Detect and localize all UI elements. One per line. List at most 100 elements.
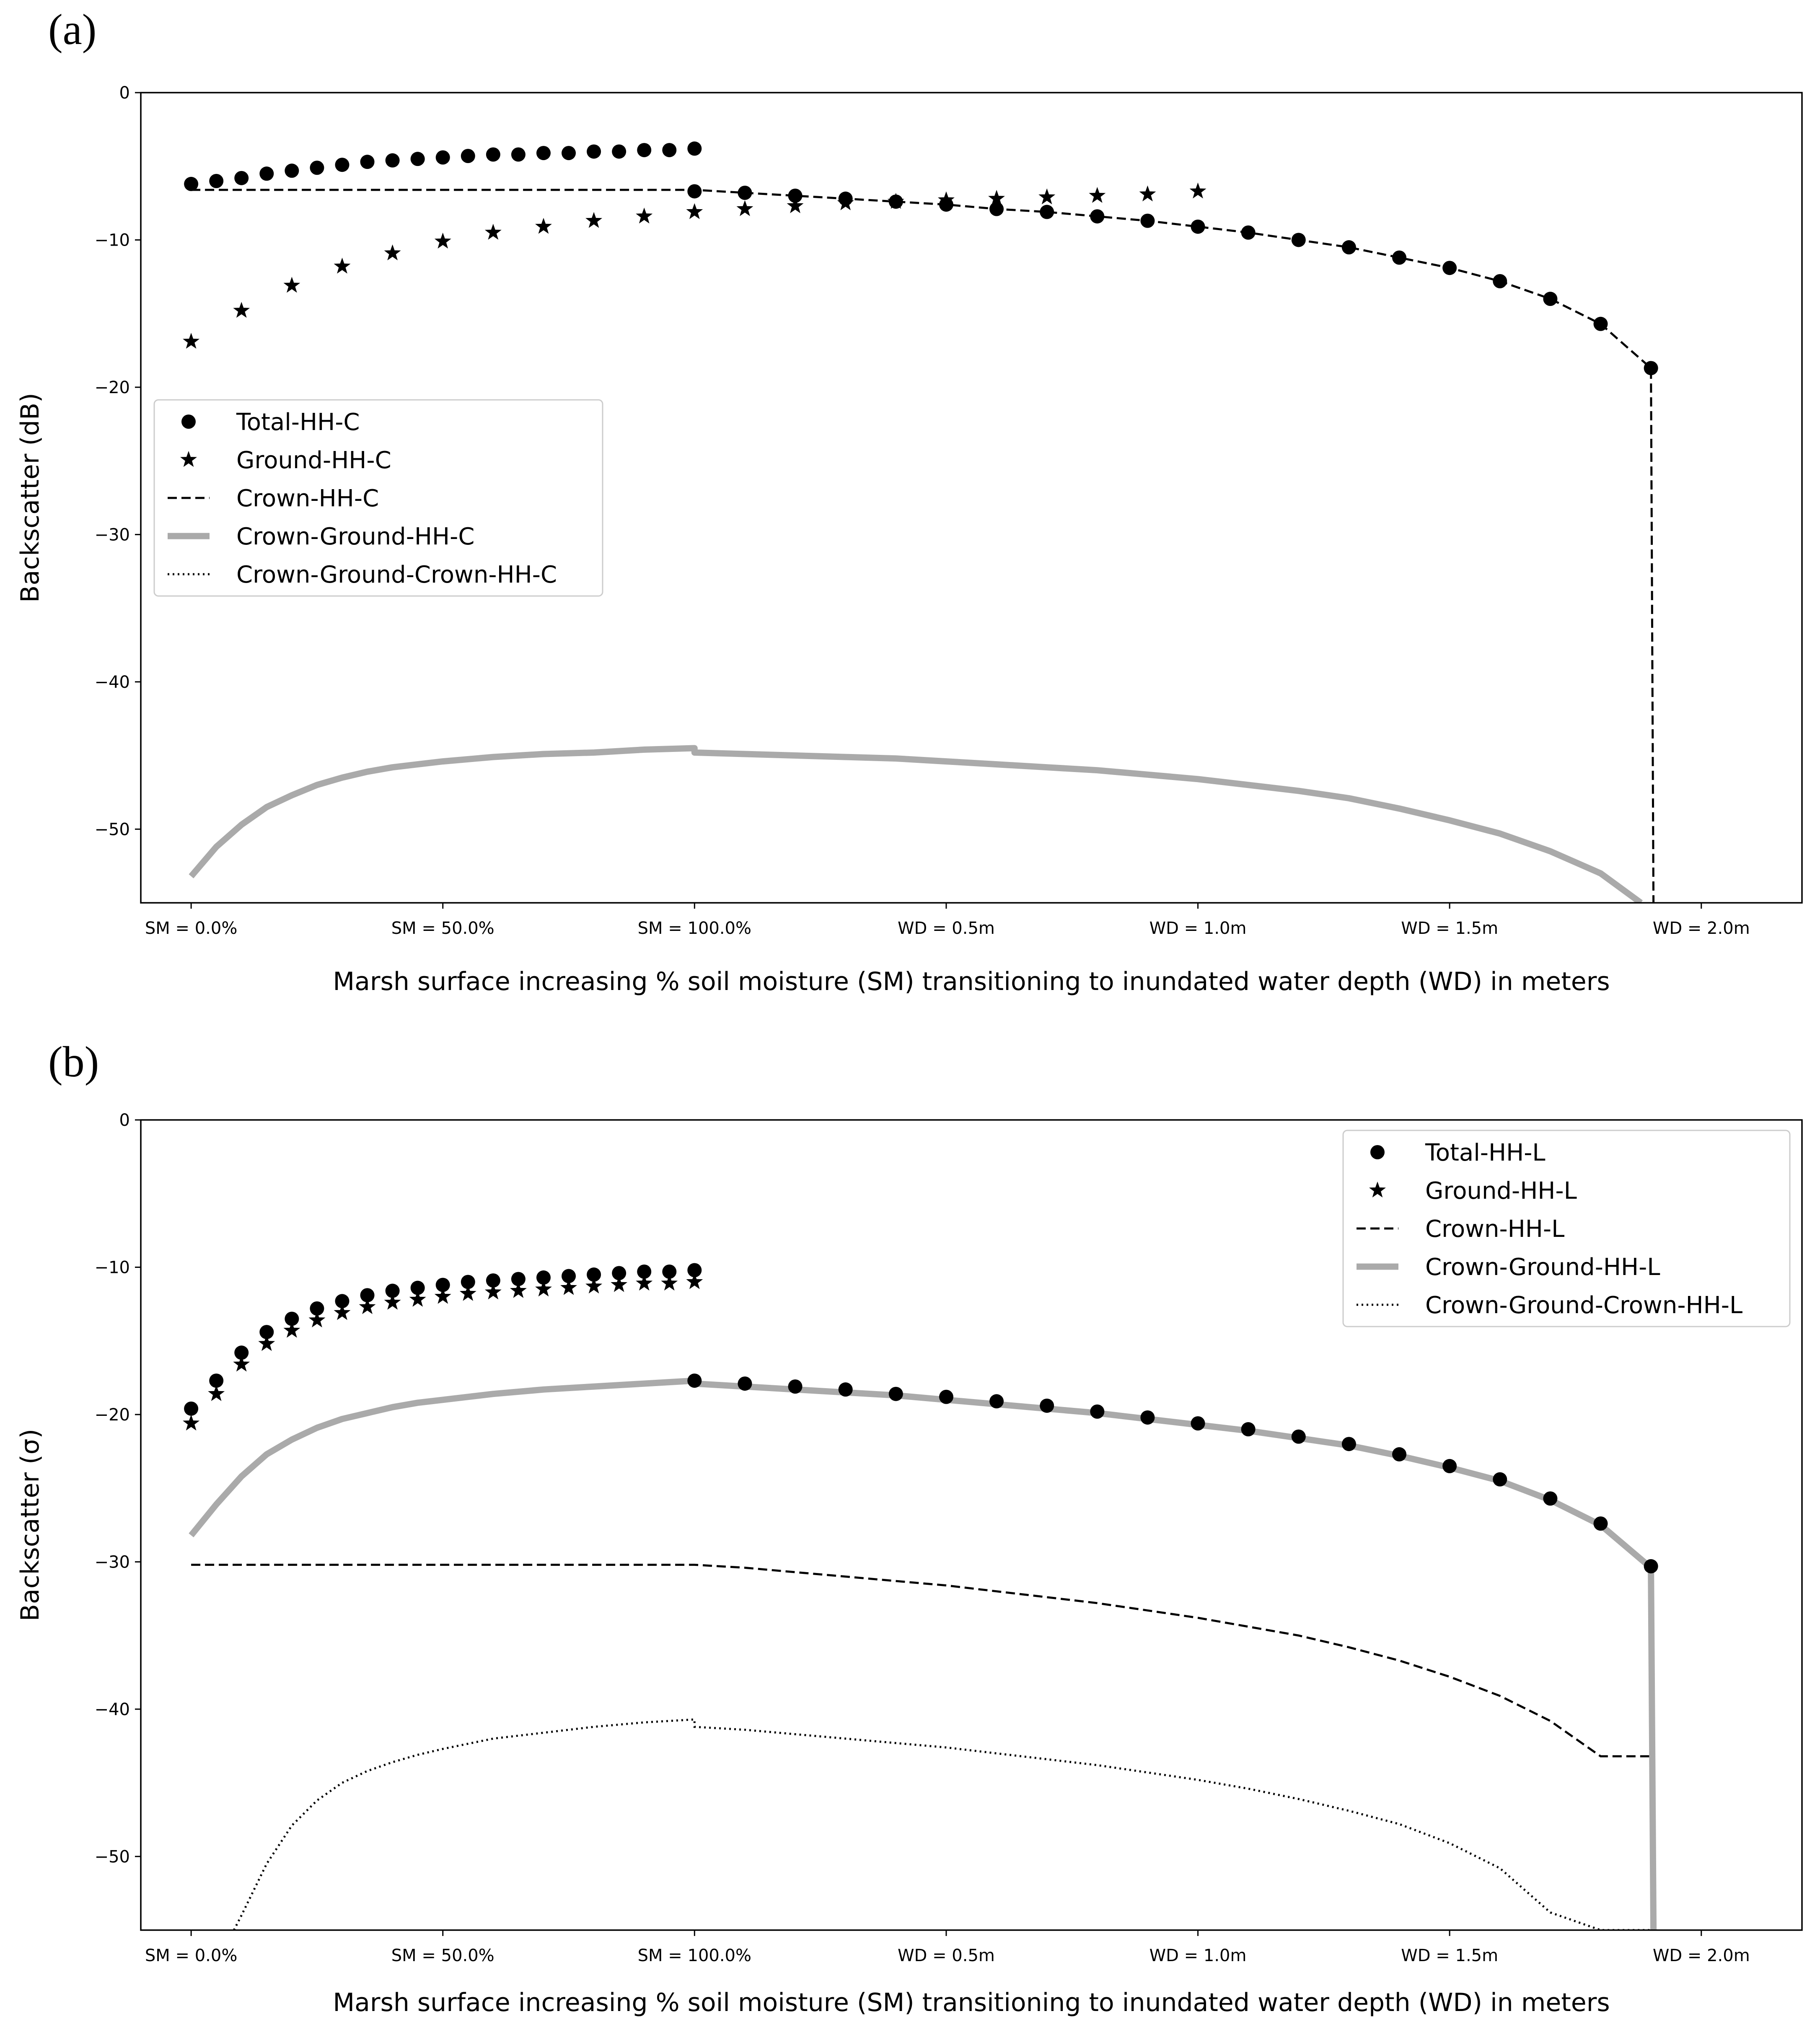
x-tick-label: SM = 50.0% (391, 919, 494, 938)
point-ground-hh-l (484, 1283, 502, 1300)
legend-label: Crown-Ground-HH-L (1425, 1254, 1660, 1281)
point-total-hh-l (259, 1325, 274, 1340)
point-ground-hh-c (636, 207, 653, 224)
point-total-hh-c (687, 184, 702, 199)
x-tick-label: WD = 1.5m (1401, 919, 1498, 938)
point-ground-hh-l (611, 1276, 628, 1292)
legend-label: Total-HH-L (1425, 1139, 1546, 1166)
point-ground-hh-c (988, 190, 1005, 206)
point-ground-hh-l (359, 1298, 376, 1314)
point-ground-hh-c (585, 212, 603, 228)
point-total-hh-l (461, 1275, 475, 1289)
legend-label: Crown-Ground-Crown-HH-C (236, 561, 557, 588)
point-ground-hh-l (661, 1275, 678, 1291)
point-total-hh-l (184, 1401, 199, 1416)
point-ground-hh-c (938, 191, 955, 207)
point-total-hh-c (1191, 219, 1205, 234)
point-total-hh-c (486, 147, 500, 162)
point-ground-hh-c (283, 277, 300, 293)
series-line-crown-ground-hh-l (189, 1377, 1657, 1930)
point-total-hh-l (536, 1270, 551, 1285)
point-total-hh-l (209, 1374, 224, 1388)
point-total-hh-c (511, 147, 526, 162)
point-ground-hh-l (686, 1273, 703, 1289)
x-tick-label: WD = 0.5m (898, 919, 995, 938)
point-ground-hh-l (560, 1279, 577, 1295)
point-total-hh-c (1442, 261, 1457, 275)
point-ground-hh-c (1189, 182, 1206, 199)
point-total-hh-l (562, 1269, 576, 1283)
legend-label: Crown-Ground-Crown-HH-L (1425, 1292, 1742, 1319)
point-total-hh-l (1543, 1491, 1558, 1506)
point-total-hh-l (1040, 1398, 1054, 1413)
legend-label: Total-HH-C (236, 409, 360, 436)
point-total-hh-c (1090, 209, 1105, 224)
point-ground-hh-c (1038, 188, 1056, 205)
point-total-hh-l (335, 1294, 350, 1309)
point-ground-hh-l (409, 1291, 426, 1307)
legend-marker-ground-hh-l (1369, 1182, 1386, 1197)
point-total-hh-c (1392, 250, 1407, 265)
point-total-hh-l (587, 1267, 601, 1282)
point-total-hh-c (1140, 213, 1155, 228)
point-ground-hh-l (233, 1355, 250, 1372)
series-line-crown-hh-c (191, 189, 1655, 903)
point-total-hh-l (435, 1278, 450, 1292)
plot-area (183, 1263, 1658, 1930)
x-tick-label: WD = 2.0m (1653, 919, 1750, 938)
point-total-hh-c (587, 144, 601, 159)
point-total-hh-c (1241, 225, 1256, 240)
panel-b: (b) 0 −10 −20 −30 −40 −50 SM = 0.0% SM = 50.0% SM… (16, 1038, 1803, 2017)
x-tick-label: SM = 0.0% (145, 1946, 237, 1965)
point-total-hh-c (1493, 274, 1507, 288)
panel-a: (a) 0 −10 −20 −30 −40 −50 SM = 0.0% SM = 50.0% SM… (16, 5, 1803, 996)
point-ground-hh-l (384, 1293, 401, 1310)
point-ground-hh-c (787, 197, 804, 213)
x-tick-label: WD = 2.0m (1653, 1946, 1750, 1965)
point-total-hh-l (1644, 1559, 1658, 1573)
y-tick-label: −50 (95, 820, 130, 839)
point-total-hh-c (687, 141, 702, 156)
point-ground-hh-l (510, 1282, 527, 1298)
legend-marker-total-hh-c (181, 415, 196, 429)
panel-label: (b) (48, 1038, 99, 1086)
point-total-hh-c (612, 144, 627, 159)
point-total-hh-l (687, 1374, 702, 1388)
point-total-hh-c (738, 185, 752, 200)
point-total-hh-c (662, 143, 677, 158)
x-tick-label: WD = 0.5m (898, 1946, 995, 1965)
point-total-hh-c (285, 163, 299, 178)
point-total-hh-c (1644, 361, 1658, 376)
point-total-hh-c (1543, 292, 1558, 306)
series-line-crown-ground-crown-hh-l (233, 1718, 1651, 1930)
point-total-hh-c (360, 155, 375, 169)
point-total-hh-l (939, 1389, 953, 1404)
y-tick-label: −10 (95, 1258, 130, 1277)
point-ground-hh-c (1139, 185, 1156, 202)
point-ground-hh-c (434, 233, 451, 249)
point-ground-hh-c (887, 193, 904, 209)
point-total-hh-l (1493, 1472, 1507, 1487)
x-tick-label: WD = 1.0m (1149, 1946, 1247, 1965)
point-total-hh-c (335, 158, 350, 172)
point-ground-hh-l (334, 1304, 351, 1320)
point-total-hh-c (461, 149, 475, 163)
point-ground-hh-c (736, 200, 753, 216)
legend-marker-total-hh-l (1370, 1145, 1385, 1159)
point-total-hh-l (738, 1376, 752, 1391)
point-ground-hh-l (283, 1322, 300, 1338)
point-ground-hh-l (308, 1311, 326, 1327)
point-total-hh-c (234, 171, 249, 185)
point-total-hh-l (838, 1382, 853, 1397)
point-total-hh-l (1442, 1459, 1457, 1473)
point-total-hh-c (184, 176, 199, 191)
y-tick-label: −30 (95, 525, 130, 544)
plot-frame (140, 1119, 1803, 1931)
point-total-hh-l (310, 1301, 324, 1316)
point-total-hh-l (1191, 1416, 1205, 1431)
point-total-hh-l (1392, 1447, 1407, 1462)
point-ground-hh-l (585, 1278, 603, 1294)
point-total-hh-c (385, 153, 400, 168)
x-tick-label: SM = 0.0% (145, 919, 237, 938)
